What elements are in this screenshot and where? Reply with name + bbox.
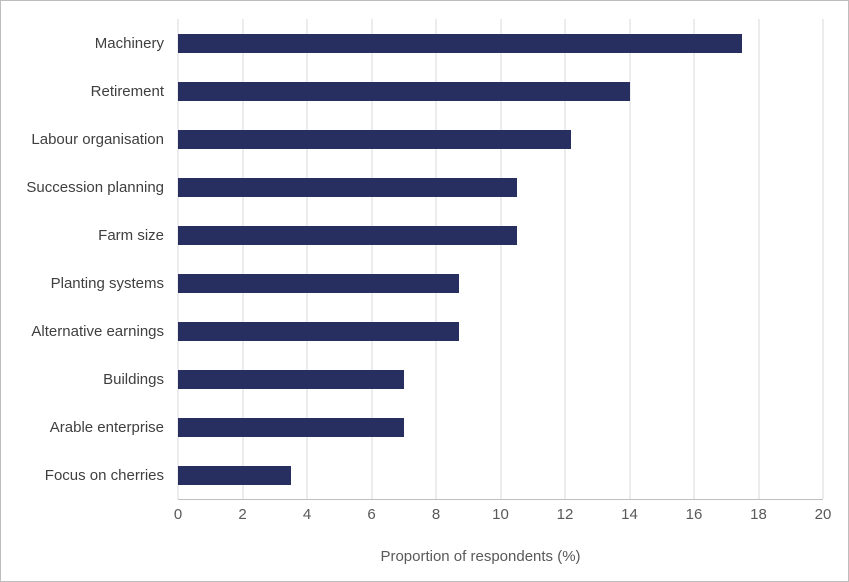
gridline <box>693 19 695 499</box>
category-label: Succession planning <box>26 178 164 196</box>
gridline <box>435 19 437 499</box>
x-tick-label: 10 <box>492 506 509 523</box>
category-label: Labour organisation <box>31 130 164 148</box>
bar <box>178 130 572 149</box>
gridline <box>564 19 566 499</box>
gridline <box>758 19 759 499</box>
gridline <box>629 19 630 499</box>
gridline <box>371 19 372 499</box>
bar <box>178 274 459 293</box>
bar <box>178 370 404 389</box>
category-label: Machinery <box>94 34 164 52</box>
bar <box>178 178 517 197</box>
gridline <box>306 19 308 499</box>
plot-area <box>177 19 824 500</box>
x-tick-label: 18 <box>750 506 767 523</box>
bar <box>178 82 630 101</box>
gridline <box>177 19 179 499</box>
bar <box>178 322 459 341</box>
x-tick-label: 14 <box>621 506 638 523</box>
bar <box>178 418 404 437</box>
x-tick-label: 16 <box>685 506 703 523</box>
category-label: Focus on cherries <box>44 466 164 484</box>
x-tick-label: 4 <box>302 506 312 523</box>
category-label: Buildings <box>103 370 164 388</box>
gridline <box>822 19 824 499</box>
x-tick-label: 8 <box>431 506 441 523</box>
x-tick-label: 12 <box>556 506 574 523</box>
category-label: Retirement <box>90 82 164 100</box>
category-label: Planting systems <box>50 274 164 292</box>
x-tick-label: 6 <box>367 506 376 523</box>
bar <box>178 226 517 245</box>
x-tick-label: 2 <box>238 506 247 523</box>
category-label: Arable enterprise <box>49 418 164 436</box>
x-tick-label: 0 <box>173 506 183 523</box>
bar <box>178 34 743 53</box>
category-label: Farm size <box>98 226 164 244</box>
gridline <box>500 19 501 499</box>
x-tick-label: 20 <box>814 506 832 523</box>
bar <box>178 466 291 485</box>
x-axis-title: Proportion of respondents (%) <box>380 548 581 565</box>
gridline <box>242 19 243 499</box>
category-label: Alternative earnings <box>31 322 164 340</box>
